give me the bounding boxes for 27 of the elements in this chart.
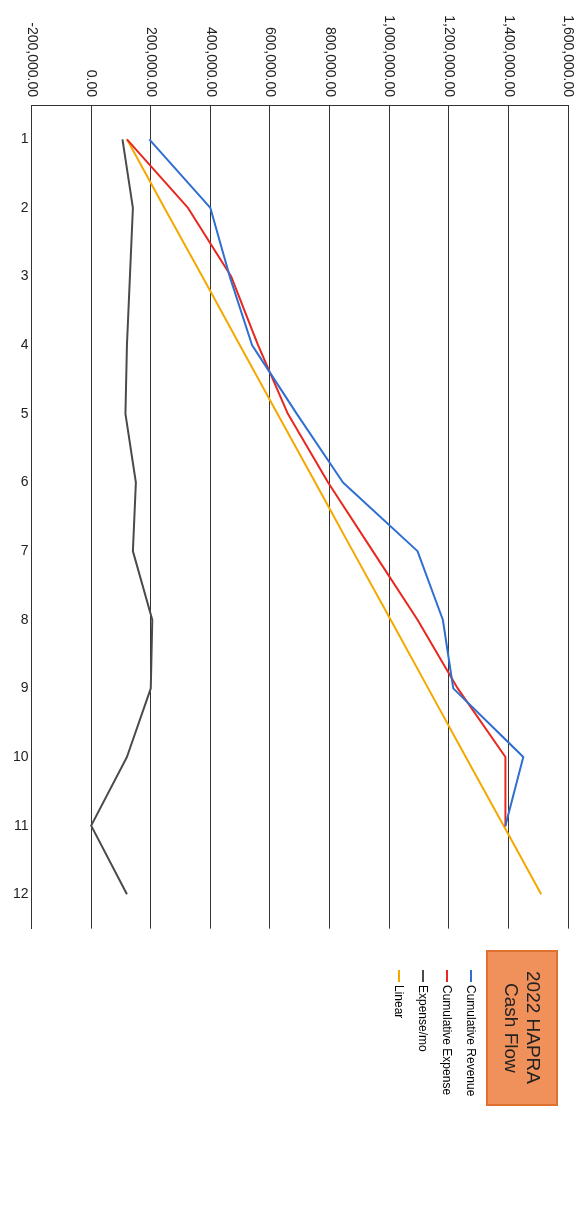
y-tick-label: 10 xyxy=(12,747,29,764)
y-tick-label: 8 xyxy=(20,610,29,627)
x-tick-label: -200,000.00 xyxy=(24,22,41,98)
x-tick-label: 1,400,000.00 xyxy=(501,15,518,98)
legend-label: Expense/mo xyxy=(416,985,430,1052)
x-tick-label: 1,200,000.00 xyxy=(441,15,458,98)
y-tick-label: 9 xyxy=(20,679,29,696)
x-tick-label: 0.00 xyxy=(84,69,101,98)
y-tick-label: 6 xyxy=(20,473,29,490)
y-tick-label: 12 xyxy=(12,885,29,902)
y-tick-label: 5 xyxy=(20,404,29,421)
legend-label: Linear xyxy=(392,985,406,1019)
x-tick-label: 400,000.00 xyxy=(203,26,220,98)
x-tick-label: 1,000,000.00 xyxy=(382,15,399,98)
y-tick-label: 11 xyxy=(14,816,29,833)
y-tick-label: 1 xyxy=(20,130,29,147)
x-tick-label: 600,000.00 xyxy=(263,26,280,98)
x-tick-label: 200,000.00 xyxy=(143,26,160,98)
y-tick-label: 7 xyxy=(20,541,29,558)
y-tick-label: 4 xyxy=(20,336,29,353)
x-tick-label: 1,600,000.00 xyxy=(561,15,578,98)
text: 2022 HAPRA Cash Flow xyxy=(486,950,558,1106)
x-tick-label: 800,000.00 xyxy=(322,26,339,98)
legend-label: Cumulative Expense xyxy=(440,985,454,1096)
legend-label: Cumulative Revenue xyxy=(464,985,478,1097)
y-tick-label: 2 xyxy=(20,198,29,215)
y-tick-label: 3 xyxy=(20,267,29,284)
